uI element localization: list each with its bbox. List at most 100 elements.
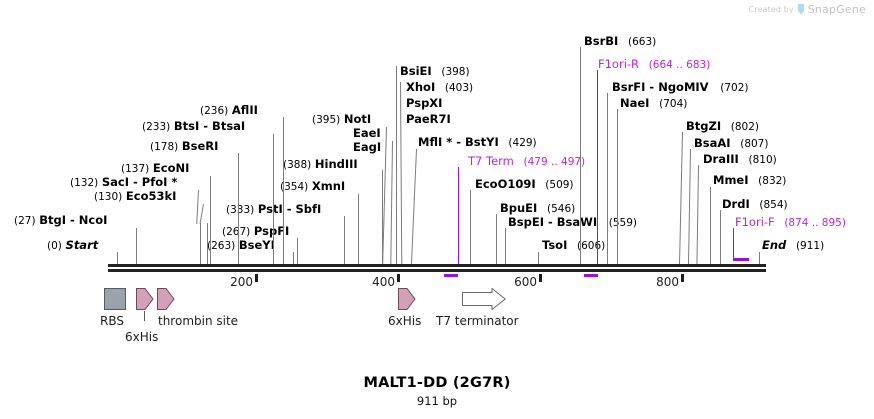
site-pos: (236) [200,105,229,117]
site-label-tsoi[interactable]: TsoI (606) [542,239,605,252]
site-label-eco53ki[interactable]: (130) Eco53kI [94,190,176,203]
axis-tick-800 [681,274,684,282]
feature-segment-t7-term [444,274,458,277]
site-label-bseyi[interactable]: (263) BseYI [207,239,275,252]
feature-glyph-label-rbs: RBS [100,314,124,328]
site-label-pspxi[interactable]: PspXI [406,97,442,109]
site-label-eagi[interactable]: EagI [353,141,381,153]
feature-label-t7-term[interactable]: T7 Term (479 .. 497) [468,155,585,168]
feature-glyph-rbs[interactable] [104,288,126,310]
site-label-xhoi[interactable]: XhoI (403) [406,81,473,94]
leader-line-eco53ki [199,204,204,224]
site-label-bseri[interactable]: (178) BseRI [150,140,218,153]
site-label-start[interactable]: (0) Start [47,239,98,252]
site-name: PstI - SbfI [257,202,322,216]
site-pos: (704) [659,98,688,110]
feature-glyph-6xhis-1[interactable] [136,288,154,310]
site-name: End [762,238,787,252]
site-label-saci-pfoi[interactable]: (132) SacI - PfoI * [70,176,177,189]
site-name: BseYI [238,238,275,252]
snapgene-watermark: Created by SnapGene [749,3,866,16]
site-label-paer7i[interactable]: PaeR7I [406,113,451,125]
site-pos: (807) [740,138,769,150]
site-name: NaeI [620,96,650,110]
site-pos: (546) [546,203,576,215]
site-pos: (911) [795,240,825,252]
leader-line-btgzi [679,132,683,264]
leader-line-draiii [696,165,699,265]
site-label-noti[interactable]: (395) NotI [312,113,371,126]
leader-line-saci-pfoi [196,190,199,225]
site-pos: (27) [14,215,36,227]
site-name: EcoNI [152,161,190,175]
feature-label-f1ori-r[interactable]: F1ori-R (664 .. 683) [598,58,710,71]
site-name: HindIII [314,157,358,171]
site-label-naei[interactable]: NaeI (704) [620,97,687,110]
sequence-axis[interactable] [108,264,766,274]
leader-line-xhoi [400,81,403,264]
site-label-bsrfi-ngomiv[interactable]: BsrFI - NgoMIV (702) [612,81,748,94]
site-label-bspei-bsawi[interactable]: BspEI - BsaWI (559) [508,216,637,229]
page-title: MALT1-DD (2G7R) [363,375,511,391]
leader-line-econi [210,176,211,264]
site-name: EaeI [353,126,381,140]
leader-line-bseri [238,153,239,264]
site-pos: (130) [94,191,123,203]
site-name: PspXI [406,96,443,110]
feature-range: (874 .. 895) [784,217,846,229]
site-label-bsrbi[interactable]: BsrBI (663) [584,35,656,48]
site-name: BpuEI [500,201,538,215]
site-pos: (606) [577,240,606,252]
feature-name: F1ori-F [735,215,775,229]
construct-size: 911 bp [416,394,458,408]
site-pos: (137) [121,163,150,175]
leader-line-bsrfi-ngomiv [607,93,608,264]
site-name: BtsI - BtsaI [173,119,246,133]
site-label-draiii[interactable]: DraIII (810) [703,153,777,166]
feature-glyph-tick-6xhis-1 [144,311,145,321]
feature-label-f1ori-f[interactable]: F1ori-F (874 .. 895) [735,216,846,229]
leader-line-f1ori-f [733,228,735,258]
site-pos: (509) [545,179,574,191]
site-name: BspEI - BsaWI [508,215,598,229]
site-pos: (832) [758,175,787,187]
site-pos: (663) [627,36,657,48]
feature-glyph-thrombin-site[interactable] [157,288,175,310]
leader-line-eco53ki-b [207,223,208,264]
site-label-xmni[interactable]: (354) XmnI [280,180,345,193]
site-label-econi[interactable]: (137) EcoNI [121,162,189,175]
site-label-bsaai[interactable]: BsaAI (807) [694,137,768,150]
leader-line-bsaai [687,149,691,264]
feature-glyph-label-6xhis-2: 6xHis [388,314,422,328]
axis-tick-400 [397,274,400,282]
feature-glyph-6xhis-2[interactable] [398,288,416,310]
feature-glyph-t7-terminator[interactable] [462,288,506,310]
site-name: BsiEI [400,64,432,78]
site-label-eaei[interactable]: EaeI [353,127,381,139]
site-label-btsi-btsai[interactable]: (233) BtsI - BtsaI [142,120,245,133]
site-label-bsiei[interactable]: BsiEI (398) [400,65,470,78]
site-label-end[interactable]: End (911) [762,239,824,252]
leader-line-ecoo109i [470,190,471,264]
site-pos: (702) [720,82,749,94]
site-label-ecoo109i[interactable]: EcoO109I (509) [475,178,574,191]
title-block: MALT1-DD (2G7R) 911 bp [0,375,874,408]
site-label-hindiii[interactable]: (388) HindIII [283,158,358,171]
site-pos: (398) [441,66,470,78]
site-pos: (267) [222,226,251,238]
site-label-mmei[interactable]: MmeI (832) [713,174,786,187]
site-label-pspfi[interactable]: (267) PspFI [222,225,289,238]
site-label-btgzi[interactable]: BtgZI (802) [686,120,759,133]
site-label-aflii[interactable]: (236) AflII [200,104,258,117]
site-label-mfli-bstyi[interactable]: MflI * - BstYI (429) [418,136,537,149]
site-name: PaeR7I [406,112,451,126]
site-name: DraIII [703,152,739,166]
site-name: BtgI - NcoI [39,213,108,227]
site-name: BsaAI [694,136,731,150]
site-name: SacI - PfoI * [101,175,178,189]
site-label-drdi[interactable]: DrdI (854) [722,198,788,211]
site-label-btgi-ncoi[interactable]: (27) BtgI - NcoI [14,214,107,227]
site-pos: (0) [47,240,62,252]
site-label-bpuei[interactable]: BpuEI (546) [500,202,575,215]
